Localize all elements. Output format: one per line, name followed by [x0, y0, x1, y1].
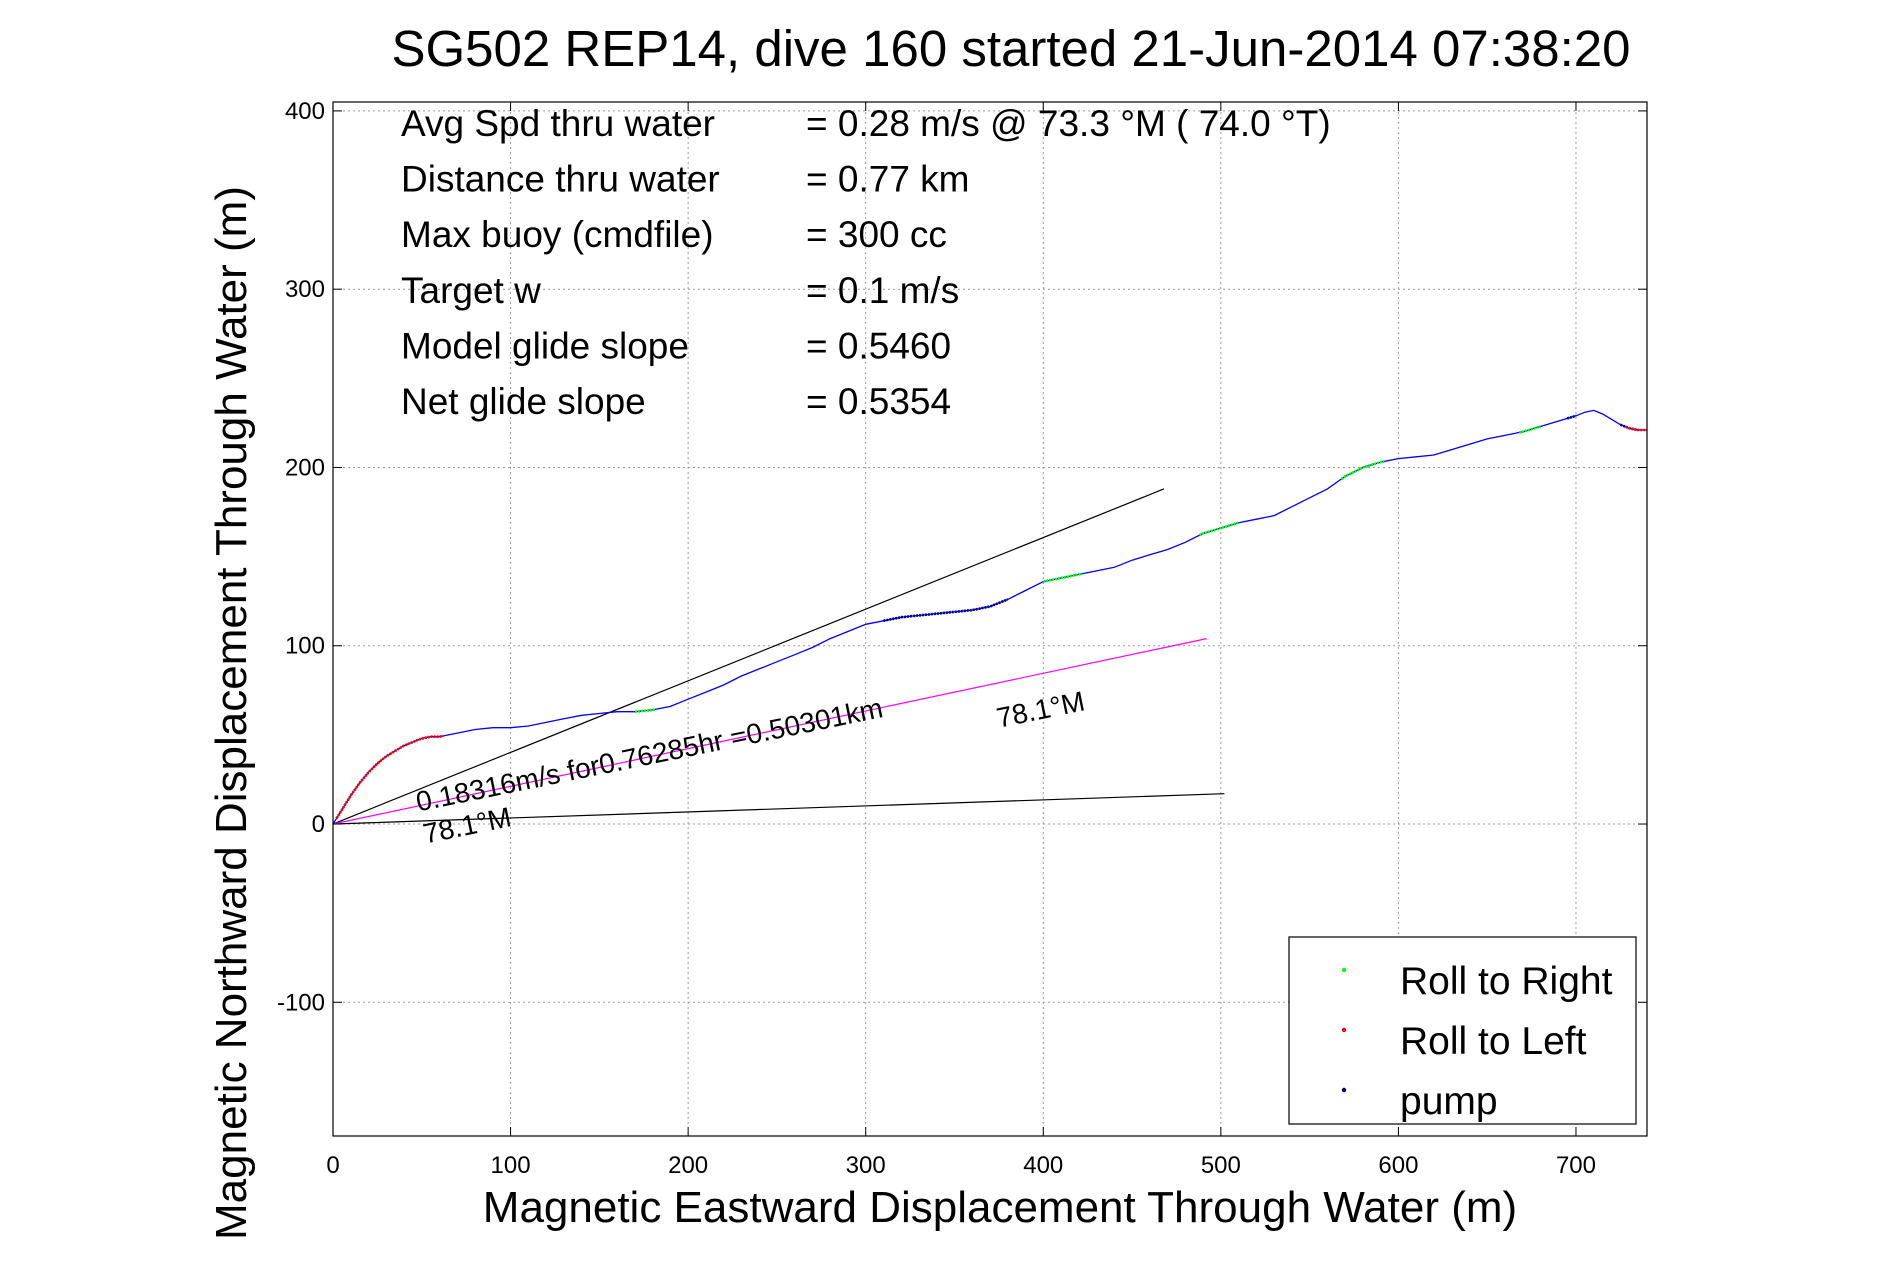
reference-line	[332, 638, 1207, 825]
stat-label: Model glide slope	[401, 325, 689, 366]
track-segment	[335, 734, 444, 819]
x-axis-label: Magnetic Eastward Displacement Through W…	[483, 1183, 1517, 1232]
legend: Roll to Right Roll to Left pump	[1288, 936, 1637, 1125]
track	[332, 409, 1647, 825]
legend-marker	[1341, 1027, 1347, 1033]
legend-label: pump	[1400, 1080, 1498, 1123]
x-tick-label: 400	[1023, 1152, 1063, 1179]
track-segment	[1566, 414, 1577, 420]
plot-frame	[332, 101, 1648, 1137]
y-tick-label: 400	[285, 98, 325, 125]
stat-label: Distance thru water	[401, 159, 720, 200]
track-segment	[883, 598, 1009, 623]
y-axis-label: Magnetic Northward Displacement Through …	[207, 186, 256, 1240]
stat-value: = 300 cc	[806, 214, 947, 255]
track-segment	[1518, 425, 1541, 434]
track-segment	[634, 707, 657, 713]
legend-marker	[1341, 967, 1347, 973]
stat-label: Net glide slope	[401, 381, 646, 422]
y-tick-label: -100	[277, 989, 325, 1016]
stat-label: Avg Spd thru water	[401, 103, 715, 144]
track-segment	[1198, 521, 1240, 537]
legend-box	[1288, 936, 1637, 1125]
x-tick-label: 600	[1378, 1152, 1418, 1179]
stat-value: = 0.1 m/s	[806, 270, 959, 311]
stat-label: Target w	[401, 270, 541, 311]
stat-label: Max buoy (cmdfile)	[401, 214, 714, 255]
stat-value: = 0.77 km	[806, 159, 970, 200]
stat-value: = 0.28 m/s @ 73.3 °M ( 74.0 °T)	[806, 103, 1331, 144]
track-segment	[1625, 425, 1647, 432]
legend-label: Roll to Right	[1400, 960, 1613, 1003]
y-tick-label: 0	[312, 811, 325, 838]
x-tick-label: 500	[1201, 1152, 1241, 1179]
reference-line	[332, 793, 1225, 825]
x-tick-label: 700	[1556, 1152, 1596, 1179]
stats-block: Avg Spd thru water = 0.28 m/s @ 73.3 °M (…	[401, 103, 1331, 422]
axes: 0 100 200 300 400 500 600 700 -100 0 100 200 300 400	[277, 98, 1648, 1179]
track-segment	[1043, 572, 1083, 583]
reference-lines	[332, 488, 1225, 825]
chart-title: SG502 REP14, dive 160 started 21-Jun-201…	[391, 20, 1630, 77]
x-tick-label: 300	[846, 1152, 886, 1179]
track-line	[332, 409, 1647, 825]
legend-label: Roll to Left	[1400, 1020, 1587, 1063]
y-tick-label: 100	[285, 633, 325, 660]
reference-line	[332, 488, 1165, 825]
track-segment	[1340, 460, 1385, 480]
legend-marker	[1341, 1087, 1347, 1093]
y-tick-label: 200	[285, 454, 325, 481]
stat-value: = 0.5354	[806, 381, 951, 422]
stat-value: = 0.5460	[806, 325, 951, 366]
x-tick-label: 200	[668, 1152, 708, 1179]
track-segments	[335, 414, 1647, 819]
y-tick-label: 300	[285, 276, 325, 303]
x-tick-label: 0	[326, 1152, 339, 1179]
x-tick-label: 100	[491, 1152, 531, 1179]
